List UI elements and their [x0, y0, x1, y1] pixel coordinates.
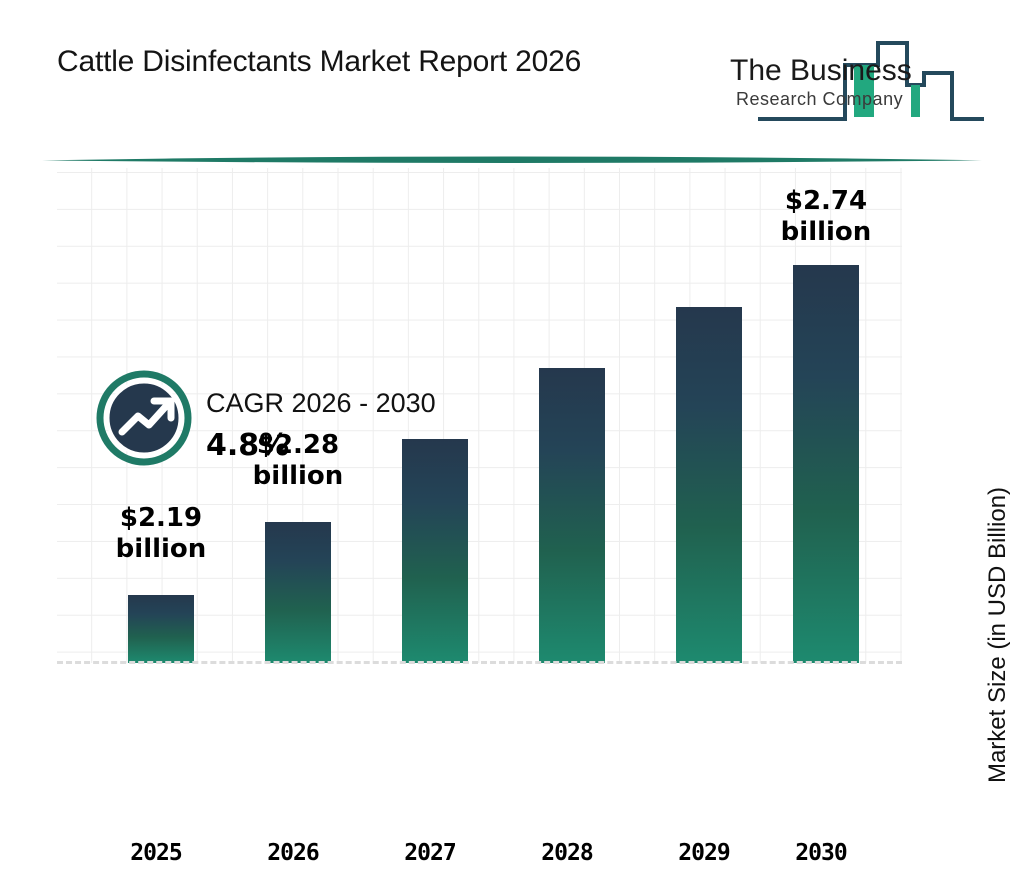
trending-up-arrow-icon: [96, 370, 192, 466]
bar-value-label-2026: $2.28 billion: [249, 430, 347, 492]
logo-line2: Research Company: [736, 89, 903, 109]
bar-value-unit-2030: billion: [780, 217, 872, 247]
axis-baseline: [57, 661, 902, 664]
logo-line1: The Business: [730, 54, 912, 87]
x-axis-tick-2027: 2027: [404, 840, 456, 866]
company-logo: The Business Research Company: [718, 32, 986, 124]
cagr-callout: CAGR 2026 - 2030 4.8%: [96, 370, 516, 474]
section-divider: [42, 150, 982, 170]
bar-value-label-2025: $2.19 billion: [112, 503, 210, 565]
x-axis-tick-2025: 2025: [130, 840, 182, 866]
page-title: Cattle Disinfectants Market Report 2026: [57, 45, 582, 78]
bar-2030[interactable]: [793, 265, 859, 663]
bar-2027[interactable]: [402, 439, 468, 663]
bar-2025[interactable]: [128, 595, 194, 663]
bar-value-amount-2025: $2.19: [119, 503, 203, 533]
plot-area: $2.19 billion $2.28 billion $2.74 billion: [57, 168, 902, 663]
bar-chart: $2.19 billion $2.28 billion $2.74 billion 202…: [0, 168, 1024, 866]
bar-value-amount-2030: $2.74: [784, 186, 868, 216]
bar-2026[interactable]: [265, 522, 331, 663]
y-axis-title: Market Size (in USD Billion): [978, 440, 1018, 830]
x-axis-tick-2030: 2030: [795, 840, 847, 866]
x-axis-tick-2029: 2029: [678, 840, 730, 866]
bar-value-label-2030: $2.74 billion: [777, 186, 875, 248]
bar-2028[interactable]: [539, 368, 605, 663]
cagr-period-label: CAGR 2026 - 2030: [206, 388, 436, 418]
x-axis: 2025 2026 2027 2028 2029 2030: [57, 840, 902, 880]
x-axis-tick-2028: 2028: [541, 840, 593, 866]
y-axis-title-text: Market Size (in USD Billion): [984, 486, 1012, 784]
bar-chart-logo-icon: The Business Research Company: [730, 41, 984, 121]
cagr-value-label: 4.8%: [206, 428, 290, 463]
bar-value-unit-2026: billion: [252, 461, 344, 491]
bar-value-unit-2025: billion: [115, 534, 207, 564]
bar-2029[interactable]: [676, 307, 742, 663]
bar-value-amount-2026: $2.28: [256, 430, 340, 460]
header: Cattle Disinfectants Market Report 2026 …: [0, 0, 1024, 150]
x-axis-tick-2026: 2026: [267, 840, 319, 866]
